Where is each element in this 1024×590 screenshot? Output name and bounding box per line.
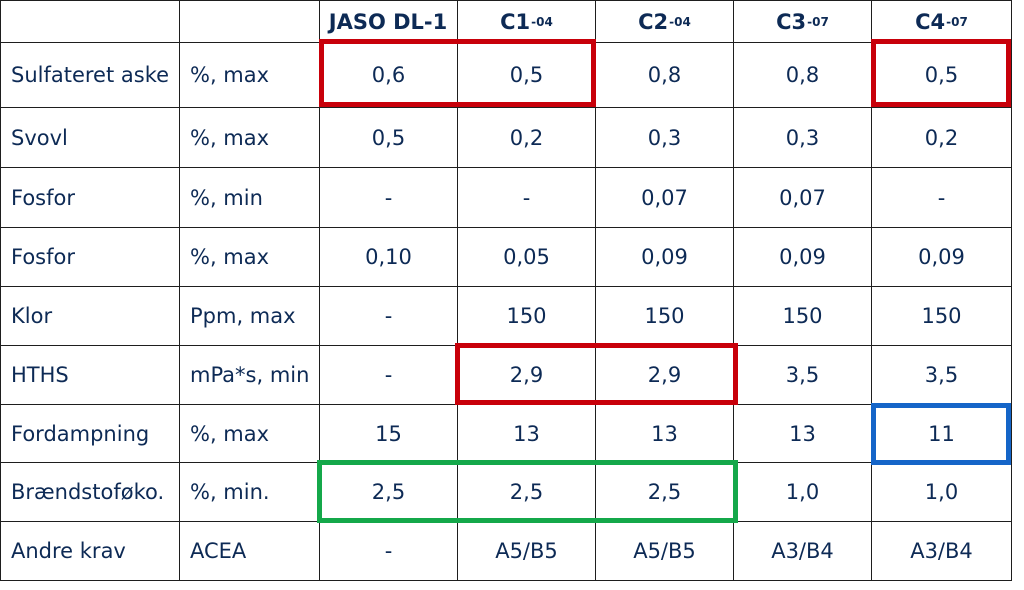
- table-row: HTHS mPa*s, min - 2,9 2,9 3,5 3,5: [0, 345, 1012, 405]
- row-unit: mPa*s, min: [179, 345, 320, 405]
- row-unit: %, min.: [179, 462, 320, 522]
- table-row: Svovl %, max 0,5 0,2 0,3 0,3 0,2: [0, 107, 1012, 168]
- row-unit: Ppm, max: [179, 286, 320, 346]
- value-cell: -: [457, 167, 596, 228]
- value-cell: A5/B5: [457, 521, 596, 581]
- value-cell: 150: [595, 286, 734, 346]
- row-label: HTHS: [0, 345, 180, 405]
- value-cell: A5/B5: [595, 521, 734, 581]
- value-cell: 0,09: [595, 227, 734, 287]
- value-cell: 0,09: [733, 227, 872, 287]
- spec-table: JASO DL-1 C1-04 C2-04 C3-07 C4-07 Sulfat…: [0, 0, 1012, 581]
- value-cell: 150: [733, 286, 872, 346]
- value-cell: 0,5: [457, 42, 596, 108]
- row-unit: ACEA: [179, 521, 320, 581]
- value-cell: 150: [871, 286, 1012, 346]
- value-cell: 0,05: [457, 227, 596, 287]
- row-unit: %, min: [179, 167, 320, 228]
- header-jaso-dl1: JASO DL-1: [319, 0, 458, 43]
- row-unit: %, max: [179, 227, 320, 287]
- value-cell: 2,5: [457, 462, 596, 522]
- header-c3: C3-07: [733, 0, 872, 43]
- row-unit: %, max: [179, 107, 320, 168]
- row-label: Fosfor: [0, 227, 180, 287]
- table-row: Brændstoføko. %, min. 2,5 2,5 2,5 1,0 1,…: [0, 462, 1012, 522]
- value-cell: 150: [457, 286, 596, 346]
- value-cell: -: [319, 167, 458, 228]
- value-cell: 0,09: [871, 227, 1012, 287]
- header-blank-unit: [179, 0, 320, 43]
- value-cell: 0,5: [871, 42, 1012, 108]
- value-cell: 1,0: [871, 462, 1012, 522]
- value-cell: 0,2: [457, 107, 596, 168]
- value-cell: 13: [595, 404, 734, 463]
- value-cell: 11: [871, 404, 1012, 463]
- value-cell: 13: [733, 404, 872, 463]
- value-cell: 0,10: [319, 227, 458, 287]
- value-cell: 2,5: [319, 462, 458, 522]
- value-cell: 0,2: [871, 107, 1012, 168]
- value-cell: 0,3: [733, 107, 872, 168]
- value-cell: 2,9: [595, 345, 734, 405]
- table-row: Klor Ppm, max - 150 150 150 150: [0, 286, 1012, 346]
- row-label: Sulfateret aske: [0, 42, 180, 108]
- value-cell: 0,5: [319, 107, 458, 168]
- table-row: Andre krav ACEA - A5/B5 A5/B5 A3/B4 A3/B…: [0, 521, 1012, 581]
- table-row: Fosfor %, min - - 0,07 0,07 -: [0, 167, 1012, 228]
- header-c4: C4-07: [871, 0, 1012, 43]
- value-cell: 3,5: [733, 345, 872, 405]
- value-cell: 0,6: [319, 42, 458, 108]
- table-row: Fordampning %, max 15 13 13 13 11: [0, 404, 1012, 463]
- value-cell: 1,0: [733, 462, 872, 522]
- row-label: Brændstoføko.: [0, 462, 180, 522]
- value-cell: -: [319, 345, 458, 405]
- value-cell: 0,8: [595, 42, 734, 108]
- row-label: Fosfor: [0, 167, 180, 228]
- value-cell: 13: [457, 404, 596, 463]
- row-label: Andre krav: [0, 521, 180, 581]
- table-row: Sulfateret aske %, max 0,6 0,5 0,8 0,8 0…: [0, 42, 1012, 108]
- row-label: Klor: [0, 286, 180, 346]
- value-cell: 15: [319, 404, 458, 463]
- value-cell: 2,9: [457, 345, 596, 405]
- row-label: Svovl: [0, 107, 180, 168]
- table-row: Fosfor %, max 0,10 0,05 0,09 0,09 0,09: [0, 227, 1012, 287]
- value-cell: A3/B4: [733, 521, 872, 581]
- value-cell: -: [319, 286, 458, 346]
- value-cell: A3/B4: [871, 521, 1012, 581]
- header-row: JASO DL-1 C1-04 C2-04 C3-07 C4-07: [0, 0, 1012, 43]
- header-c2: C2-04: [595, 0, 734, 43]
- row-unit: %, max: [179, 404, 320, 463]
- value-cell: -: [319, 521, 458, 581]
- row-unit: %, max: [179, 42, 320, 108]
- header-blank-label: [0, 0, 180, 43]
- value-cell: 3,5: [871, 345, 1012, 405]
- value-cell: 2,5: [595, 462, 734, 522]
- value-cell: -: [871, 167, 1012, 228]
- value-cell: 0,8: [733, 42, 872, 108]
- value-cell: 0,3: [595, 107, 734, 168]
- value-cell: 0,07: [595, 167, 734, 228]
- header-c1: C1-04: [457, 0, 596, 43]
- row-label: Fordampning: [0, 404, 180, 463]
- value-cell: 0,07: [733, 167, 872, 228]
